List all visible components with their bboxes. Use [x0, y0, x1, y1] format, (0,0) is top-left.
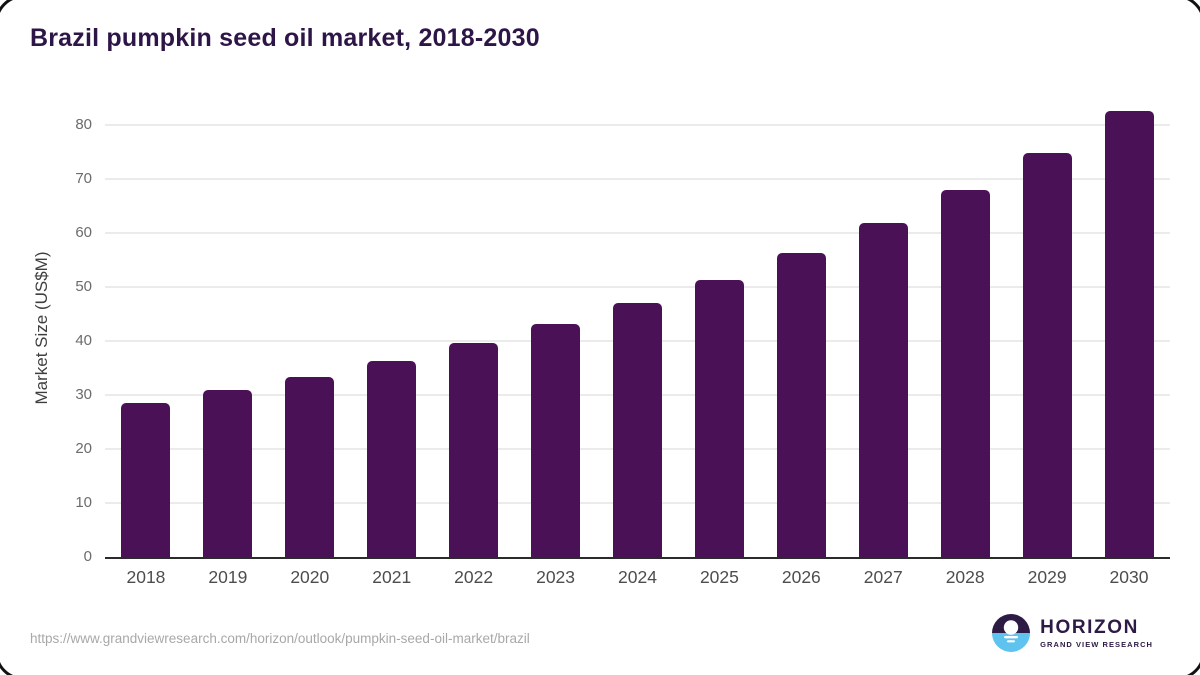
bar-slot-2023 [515, 100, 597, 557]
bar-2027 [858, 223, 908, 557]
x-tick-2028: 2028 [945, 567, 985, 587]
bar-slot-2028 [924, 100, 1006, 557]
bar-2019 [203, 390, 253, 557]
bar-2023 [531, 324, 581, 557]
y-tick-10: 10 [75, 493, 92, 511]
x-axis-tick-labels: 2018 2019 2020 2021 2022 2023 2024 2025 2026 2027… [105, 567, 1170, 588]
bar-slot-2021 [351, 100, 433, 557]
bar-slot-2020 [269, 100, 351, 557]
bar-slot-2019 [187, 100, 269, 557]
x-tick-2027: 2027 [863, 567, 903, 587]
bar-2030 [1104, 111, 1154, 557]
chart-title: Brazil pumpkin seed oil market, 2018-203… [30, 24, 540, 52]
x-tick-2022: 2022 [454, 567, 494, 587]
bar-slot-2030 [1088, 100, 1170, 557]
gridline-60 [105, 231, 1170, 234]
horizon-logo-text: HORIZON GRAND VIEW RESEARCH [1040, 616, 1153, 649]
y-tick-60: 60 [75, 223, 92, 241]
bar-slot-2026 [760, 100, 842, 557]
plot-area [105, 100, 1170, 559]
y-tick-50: 50 [75, 277, 92, 295]
x-tick-2030: 2030 [1109, 567, 1149, 587]
horizon-logo: HORIZON GRAND VIEW RESEARCH [991, 613, 1153, 653]
horizon-logo-subtitle: GRAND VIEW RESEARCH [1040, 639, 1153, 649]
gridline-50 [105, 285, 1170, 288]
bar-slot-2027 [842, 100, 924, 557]
gridline-80 [105, 123, 1170, 126]
y-tick-20: 20 [75, 439, 92, 457]
bar-2022 [449, 343, 499, 557]
bar-slot-2029 [1006, 100, 1088, 557]
y-tick-0: 0 [83, 548, 92, 565]
bar-2029 [1022, 152, 1072, 557]
bar-2021 [367, 360, 417, 557]
gridline-70 [105, 177, 1170, 180]
y-tick-30: 30 [75, 385, 92, 403]
x-tick-2019: 2019 [208, 567, 248, 587]
horizon-logo-icon [992, 614, 1031, 652]
bar-slot-2022 [433, 100, 515, 557]
bar-2026 [776, 252, 826, 557]
x-tick-2021: 2021 [372, 567, 412, 587]
bar-slot-2025 [678, 100, 760, 557]
bar-2024 [612, 303, 662, 557]
bar-slot-2018 [105, 100, 187, 557]
horizon-logo-name: HORIZON [1040, 616, 1139, 638]
y-tick-80: 80 [75, 115, 92, 133]
bar-2025 [694, 279, 744, 557]
bar-slot-2024 [597, 100, 679, 557]
bar-series [105, 100, 1170, 557]
x-tick-2023: 2023 [536, 567, 576, 587]
x-tick-2029: 2029 [1027, 567, 1067, 587]
x-tick-2020: 2020 [290, 567, 330, 587]
x-tick-2026: 2026 [781, 567, 821, 587]
x-tick-2018: 2018 [126, 567, 166, 587]
x-tick-2024: 2024 [618, 567, 657, 587]
y-axis-title: Market Size (US$M) [32, 251, 51, 405]
bar-2028 [940, 189, 990, 557]
y-tick-40: 40 [75, 331, 92, 349]
bar-2020 [285, 376, 335, 557]
y-tick-70: 70 [75, 169, 92, 187]
x-tick-2025: 2025 [699, 567, 739, 587]
bar-2018 [121, 402, 171, 557]
y-axis-tick-labels: 0 10 20 30 40 50 60 70 80 [0, 100, 92, 565]
source-url: https://www.grandviewresearch.com/horizo… [30, 631, 530, 646]
